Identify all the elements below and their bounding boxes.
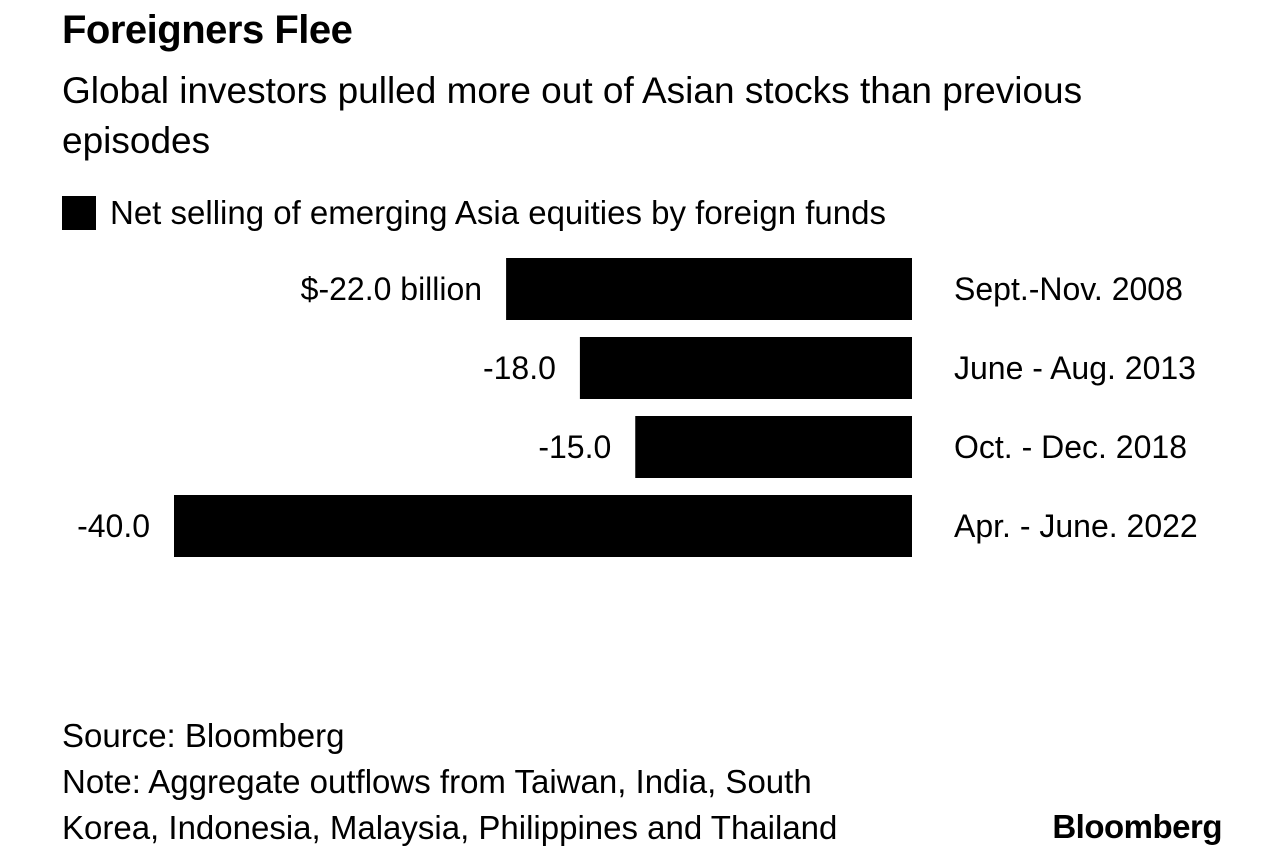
bar (174, 495, 912, 557)
bar-value-label: -18.0 (483, 350, 556, 386)
bar-value-label: -15.0 (538, 429, 611, 465)
legend-label: Net selling of emerging Asia equities by… (110, 194, 886, 231)
category-label: Oct. - Dec. 2018 (954, 429, 1187, 465)
bar (635, 416, 912, 478)
bar-value-label: $-22.0 billion (301, 271, 482, 307)
footer: Source: Bloomberg Note: Aggregate outflo… (62, 713, 837, 851)
footnote-line: Korea, Indonesia, Malaysia, Philippines … (62, 809, 838, 846)
footnote-line: Note: Aggregate outflows from Taiwan, In… (62, 763, 812, 800)
chart-title: Foreigners Flee (62, 8, 353, 52)
category-label: Sept.-Nov. 2008 (954, 271, 1183, 307)
legend-swatch (62, 196, 96, 230)
category-label: June - Aug. 2013 (954, 350, 1196, 386)
source-note: Source: Bloomberg (62, 717, 345, 754)
bloomberg-logo: Bloomberg (1052, 808, 1222, 845)
category-label: Apr. - June. 2022 (954, 508, 1198, 544)
bar (579, 337, 912, 399)
bar (506, 258, 912, 320)
bar-value-label: -40.0 (77, 508, 150, 544)
legend: Net selling of emerging Asia equities by… (62, 193, 886, 233)
chart-subtitle: Global investors pulled more out of Asia… (62, 70, 1083, 161)
bar-chart: $-22.0 billion Sept.-Nov. 2008 -18.0 June -… (77, 258, 1198, 557)
